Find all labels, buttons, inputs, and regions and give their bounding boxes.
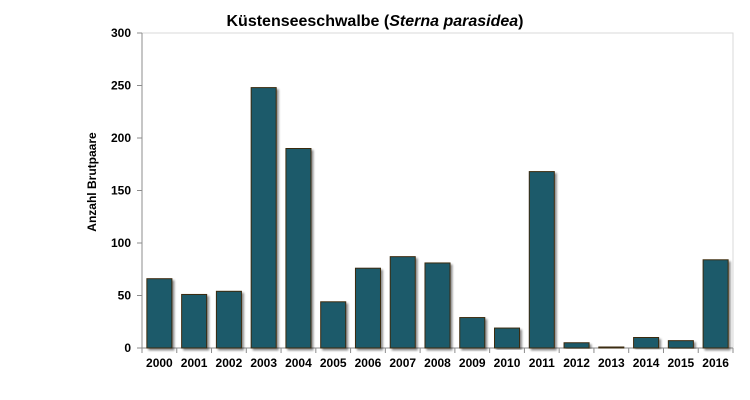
y-tick-label: 250 xyxy=(111,79,131,93)
x-tick-label: 2002 xyxy=(216,356,243,370)
bar-2008 xyxy=(424,262,451,349)
y-tick-label: 100 xyxy=(111,236,131,250)
bar-2001 xyxy=(181,293,208,349)
bars xyxy=(146,87,729,349)
x-tick-label: 2007 xyxy=(389,356,416,370)
x-tick-label: 2010 xyxy=(494,356,521,370)
x-tick-label: 2006 xyxy=(355,356,382,370)
bar-2013 xyxy=(598,346,625,349)
bar-2003 xyxy=(250,87,277,349)
bar-2016 xyxy=(702,259,729,349)
x-axis-ticks: 2000 2001 2002 2003 2004 2005 2006 2007 2008 2009… xyxy=(141,348,734,370)
y-tick-label: 150 xyxy=(111,184,131,198)
bar-2014 xyxy=(633,337,660,349)
y-tick-label: 200 xyxy=(111,131,131,145)
x-tick-label: 2000 xyxy=(146,356,173,370)
x-tick-label: 2003 xyxy=(250,356,277,370)
x-tick-label: 2015 xyxy=(668,356,695,370)
x-tick-label: 2011 xyxy=(529,356,555,370)
bar-2007 xyxy=(389,256,416,349)
x-tick-label: 2013 xyxy=(598,356,625,370)
x-tick-label: 2009 xyxy=(459,356,486,370)
y-tick-label: 300 xyxy=(111,26,131,40)
chart-title: Küstenseeschwalbe (Sterna parasidea) xyxy=(226,13,523,30)
y-axis-ticks: 0 50 100 150 200 250 300 xyxy=(111,26,142,355)
y-axis-label: Anzahl Brutpaare xyxy=(85,132,99,232)
bar-2002 xyxy=(215,290,242,349)
chart-title-close: ) xyxy=(518,13,523,30)
y-tick-label: 0 xyxy=(124,341,131,355)
bar-2009 xyxy=(459,317,486,349)
bar-2012 xyxy=(563,342,590,349)
x-tick-label: 2014 xyxy=(633,356,660,370)
bar-2004 xyxy=(285,148,312,349)
y-tick-label: 50 xyxy=(118,289,132,303)
chart-title-species: Sterna parasidea xyxy=(389,13,518,30)
bar-2010 xyxy=(494,327,521,349)
x-tick-label: 2001 xyxy=(181,356,208,370)
bar-2011 xyxy=(528,171,555,349)
x-tick-label: 2012 xyxy=(563,356,590,370)
bar-2000 xyxy=(146,278,173,349)
x-tick-label: 2016 xyxy=(702,356,729,370)
bar-2006 xyxy=(354,267,381,349)
bar-2015 xyxy=(667,340,694,349)
bar-2005 xyxy=(320,301,347,349)
chart-title-main: Küstenseeschwalbe ( xyxy=(226,13,389,30)
x-tick-label: 2005 xyxy=(320,356,347,370)
x-tick-label: 2008 xyxy=(424,356,451,370)
x-tick-label: 2004 xyxy=(285,356,312,370)
